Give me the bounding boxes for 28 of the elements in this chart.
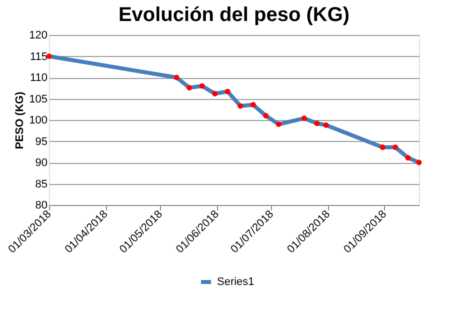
y-tick-label: 80 — [35, 200, 48, 212]
point — [224, 88, 230, 94]
point — [405, 155, 411, 161]
point — [276, 122, 282, 127]
point — [174, 74, 180, 80]
chart-title: Evolución del peso (KG) — [118, 4, 350, 26]
y-tick-label: 95 — [35, 136, 48, 148]
point — [250, 102, 256, 108]
y-tick-label: 100 — [29, 114, 48, 126]
legend-label: Series1 — [217, 276, 254, 288]
y-tick-label: 105 — [29, 93, 48, 106]
point — [301, 116, 307, 122]
point — [238, 103, 244, 109]
point — [416, 160, 422, 166]
point — [314, 120, 320, 126]
point — [380, 144, 386, 150]
point — [186, 84, 192, 90]
y-tick-label: 85 — [35, 178, 48, 190]
point — [392, 144, 398, 150]
y-tick-label: 115 — [30, 50, 48, 63]
y-axis-title: PESO (KG) — [14, 91, 26, 150]
point — [263, 113, 269, 118]
point — [323, 122, 329, 128]
point — [212, 90, 218, 96]
point — [199, 83, 205, 89]
y-tick-label: 120 — [29, 30, 48, 42]
y-tick-label: 110 — [30, 72, 48, 84]
y-tick-label: 90 — [35, 157, 48, 169]
